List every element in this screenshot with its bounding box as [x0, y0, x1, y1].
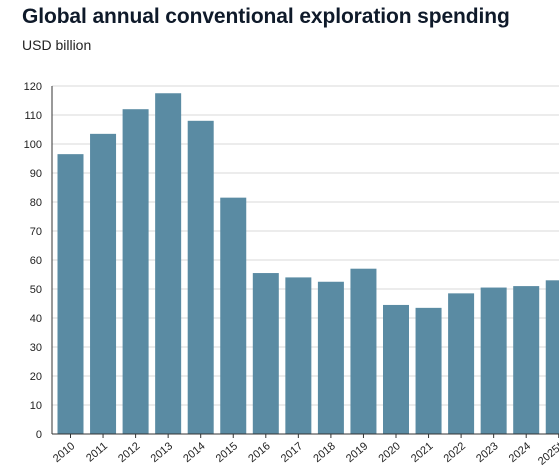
x-tick-label: 2022 [442, 440, 468, 465]
y-tick-label: 20 [30, 371, 42, 383]
y-tick-label: 60 [30, 255, 42, 267]
axes [51, 86, 559, 438]
bar-2025 [545, 280, 559, 434]
x-tick-label: 2023 [474, 440, 500, 465]
y-tick-label: 0 [36, 429, 42, 441]
y-tick-label: 10 [30, 400, 42, 412]
y-tick-label: 120 [24, 81, 42, 93]
bar-2024 [513, 286, 540, 434]
y-tick-label: 50 [30, 284, 42, 296]
x-tick-label: 2010 [51, 440, 77, 465]
x-tick-label: 2011 [84, 440, 110, 464]
y-tick-label: 110 [24, 110, 42, 122]
x-tick-label: 2012 [116, 440, 142, 465]
bar-2021 [415, 307, 442, 434]
y-tick-label: 80 [30, 197, 42, 209]
bar-2015 [220, 197, 247, 434]
bar-2010 [57, 154, 84, 434]
bar-2016 [252, 273, 279, 434]
bar-2014 [187, 120, 214, 435]
bar-2017 [285, 277, 312, 434]
x-tick-label: 2021 [409, 440, 435, 465]
x-tick-label: 2020 [376, 440, 402, 465]
bar-2020 [383, 304, 409, 434]
bar-2013 [155, 93, 182, 434]
y-tick-label: 70 [30, 226, 42, 238]
x-tick-label: 2025* [536, 440, 559, 468]
y-tick-label: 90 [30, 168, 42, 180]
x-tick-label: 2019 [344, 440, 370, 465]
x-tick-labels: 2010 2011 2012 2013 2014 2015 2016 2017 2018 2019… [51, 440, 559, 468]
bar-2023 [480, 287, 507, 434]
bar-2019 [350, 268, 377, 434]
x-tick-label: 2015 [214, 440, 240, 465]
bars [57, 93, 559, 435]
x-tick-label: 2016 [246, 440, 272, 465]
x-tick-label: 2017 [279, 440, 305, 465]
y-tick-label: 100 [24, 139, 42, 151]
x-tick-label: 2018 [311, 440, 337, 465]
y-tick-labels: 0 10 20 30 40 50 60 70 80 90 100 110 120 [24, 81, 42, 441]
chart-subtitle: USD billion [22, 37, 92, 53]
chart-title: Global annual conventional exploration s… [22, 5, 510, 28]
y-tick-label: 30 [30, 342, 42, 354]
bar-2011 [90, 133, 117, 434]
bar-2012 [122, 109, 149, 434]
x-tick-label: 2024 [507, 440, 533, 465]
x-tick-label: 2014 [181, 440, 207, 465]
bar-2022 [448, 293, 475, 434]
x-tick-label: 2013 [149, 440, 175, 465]
bar-2018 [317, 281, 344, 434]
y-tick-label: 40 [30, 313, 42, 325]
